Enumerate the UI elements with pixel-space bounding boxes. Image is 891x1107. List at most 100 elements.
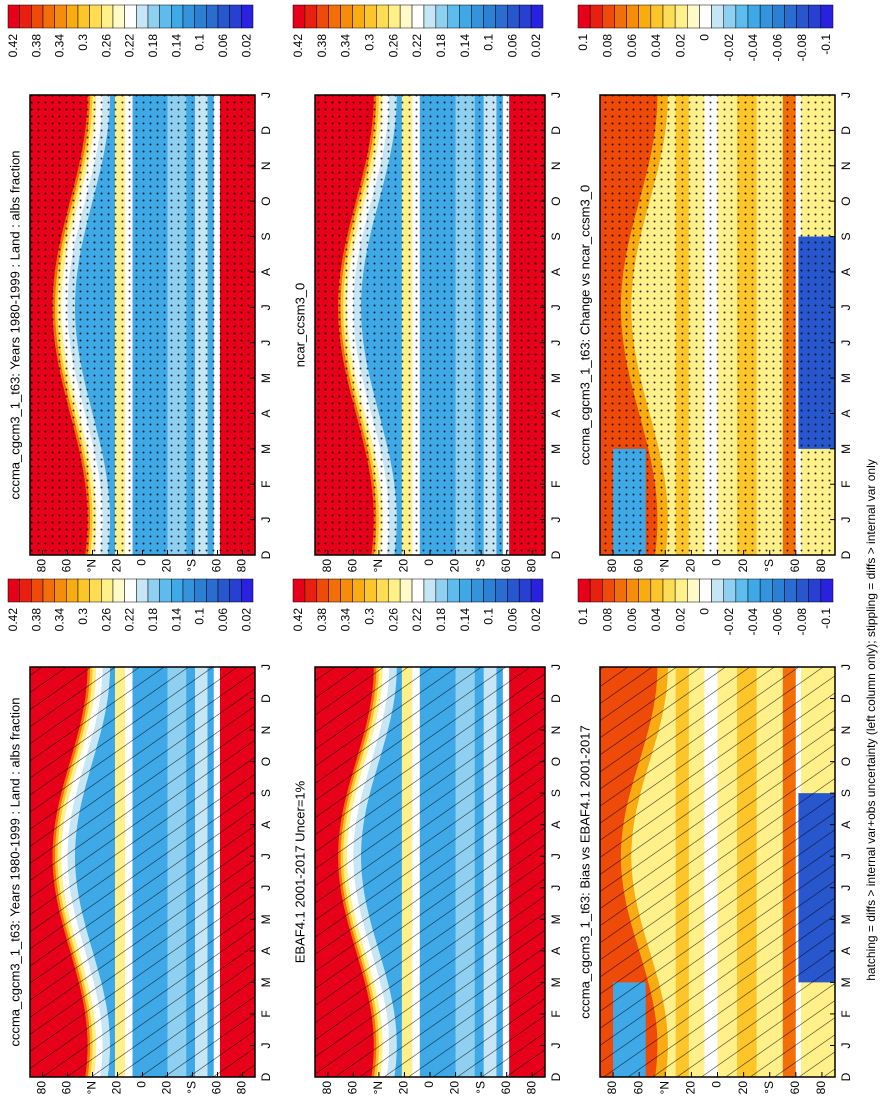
lat-label: 20 bbox=[110, 559, 124, 573]
month-label: A bbox=[259, 409, 273, 417]
colorbar-box bbox=[459, 578, 472, 603]
colorbar-box bbox=[614, 4, 627, 29]
colorbar-box bbox=[735, 578, 749, 603]
colorbar-box bbox=[206, 578, 219, 603]
colorbar-box bbox=[495, 4, 508, 29]
month-label: N bbox=[839, 161, 853, 170]
colorbar-box bbox=[229, 578, 242, 603]
colorbar-label: 0.14 bbox=[458, 34, 472, 58]
colorbar-box bbox=[723, 4, 737, 29]
colorbar-box bbox=[759, 4, 773, 29]
colorbar-box bbox=[241, 4, 254, 29]
colorbar-box bbox=[471, 578, 484, 603]
lat-label: 0 bbox=[422, 559, 436, 566]
colorbar-box bbox=[483, 4, 496, 29]
colorbar-box bbox=[159, 4, 172, 29]
colorbar-box bbox=[808, 4, 822, 29]
colorbar-box bbox=[304, 4, 318, 29]
month-label: J bbox=[549, 1042, 563, 1048]
colorbar-box bbox=[159, 578, 172, 603]
month-label: J bbox=[549, 340, 563, 346]
lat-label: 80 bbox=[524, 1081, 538, 1095]
colorbar-box bbox=[796, 4, 809, 29]
colorbar-label: 0.38 bbox=[29, 34, 43, 58]
month-label: M bbox=[549, 914, 563, 924]
lat-label: 60 bbox=[499, 559, 513, 573]
colorbar-label: 0.18 bbox=[146, 608, 160, 632]
colorbar-label: -0.04 bbox=[746, 608, 760, 636]
field bbox=[30, 667, 255, 1077]
lat-label: 60 bbox=[210, 1081, 224, 1095]
lat-label: 60 bbox=[60, 1081, 74, 1095]
colorbar-label: -0.1 bbox=[819, 608, 833, 629]
month-label: D bbox=[549, 550, 563, 559]
colorbar-label: 0.1 bbox=[193, 608, 207, 625]
colorbar-box bbox=[147, 578, 160, 603]
month-label: J bbox=[549, 92, 563, 98]
colorbar-label: 0.42 bbox=[6, 608, 20, 632]
lat-label: °S bbox=[762, 1081, 776, 1094]
lat-label: 0 bbox=[422, 1081, 436, 1088]
colorbar-box bbox=[507, 4, 520, 29]
colorbar-box bbox=[447, 4, 460, 29]
colorbar-label: -0.04 bbox=[746, 34, 760, 62]
colorbar-box bbox=[376, 578, 389, 603]
colorbar-label: 0.06 bbox=[505, 34, 519, 58]
colorbar-box bbox=[340, 578, 353, 603]
month-label: D bbox=[549, 1072, 563, 1081]
colorbar-box bbox=[447, 578, 460, 603]
colorbar-box bbox=[759, 578, 773, 603]
colorbar-label: 0.38 bbox=[29, 608, 43, 632]
month-label: S bbox=[839, 233, 853, 241]
month-label: J bbox=[549, 853, 563, 859]
month-label: N bbox=[839, 726, 853, 735]
hatching bbox=[30, 667, 255, 1077]
colorbar-box bbox=[662, 578, 676, 603]
colorbar-label: 0.34 bbox=[53, 34, 67, 58]
colorbar-box bbox=[530, 4, 544, 29]
colorbar-box bbox=[101, 578, 114, 603]
panel-title: cccma_cgcm3_1_t63: Change vs ncar_ccsm3_… bbox=[577, 185, 592, 465]
month-label: A bbox=[839, 409, 853, 417]
month-label: J bbox=[839, 885, 853, 891]
colorbar-box bbox=[772, 578, 785, 603]
lat-label: 80 bbox=[605, 1081, 619, 1095]
lat-label: 20 bbox=[397, 1081, 411, 1095]
colorbar-box bbox=[316, 578, 329, 603]
colorbar-label: 0.42 bbox=[6, 34, 20, 58]
stippling bbox=[315, 95, 545, 555]
colorbar-label: -0.02 bbox=[722, 608, 736, 636]
lat-label: 20 bbox=[397, 559, 411, 573]
lat-label: 0 bbox=[710, 559, 724, 566]
colorbar-label: -0.1 bbox=[819, 34, 833, 55]
month-label: J bbox=[839, 853, 853, 859]
colorbar-label: 0.3 bbox=[76, 34, 90, 51]
colorbar-label: 0.18 bbox=[434, 34, 448, 58]
colorbar-label: 0.08 bbox=[601, 608, 615, 632]
colorbar-label: 0.08 bbox=[601, 34, 615, 58]
colorbar-box bbox=[423, 4, 437, 29]
month-label: M bbox=[839, 444, 853, 454]
month-label: J bbox=[259, 340, 273, 346]
month-label: M bbox=[839, 914, 853, 924]
stippling bbox=[600, 95, 835, 555]
colorbar-box bbox=[364, 4, 377, 29]
colorbar-label: 0.38 bbox=[315, 608, 329, 632]
lat-label: 80 bbox=[235, 559, 249, 573]
colorbar-box bbox=[124, 578, 137, 603]
colorbar-label: 0.3 bbox=[363, 608, 377, 625]
month-label: A bbox=[839, 947, 853, 955]
month-label: M bbox=[839, 977, 853, 987]
colorbar-label: 0.04 bbox=[649, 608, 663, 632]
lat-label: 0 bbox=[135, 559, 149, 566]
colorbar-box bbox=[577, 4, 591, 29]
colorbar-box bbox=[241, 578, 254, 603]
lat-label: °S bbox=[185, 559, 199, 572]
colorbar-box bbox=[304, 578, 318, 603]
colorbar-box bbox=[292, 4, 306, 29]
month-label: S bbox=[259, 233, 273, 241]
colorbar-label: 0.02 bbox=[239, 608, 253, 632]
hatching bbox=[315, 667, 545, 1077]
month-label: M bbox=[259, 914, 273, 924]
month-label: D bbox=[839, 126, 853, 135]
